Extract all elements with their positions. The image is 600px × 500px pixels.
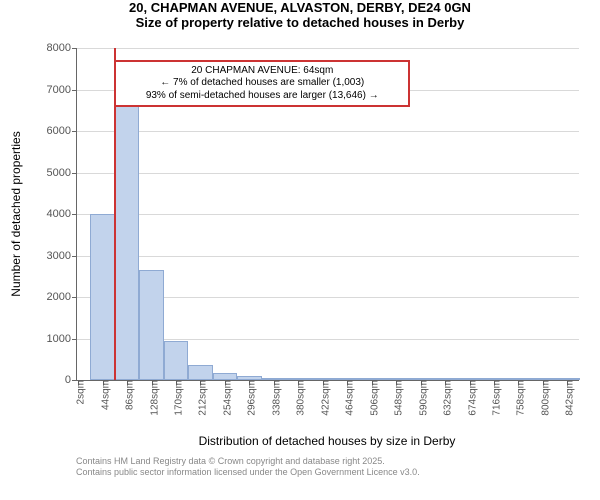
xtick-label: 212sqm	[192, 380, 209, 416]
xtick-label: 254sqm	[216, 380, 233, 416]
xtick-label: 86sqm	[119, 380, 136, 410]
ytick-label: 5000	[47, 167, 77, 179]
chart-title-line2: Size of property relative to detached ho…	[0, 15, 600, 30]
histogram-bar	[139, 270, 163, 380]
histogram-bar	[90, 214, 114, 380]
y-axis-label: Number of detached properties	[9, 131, 23, 296]
histogram-bar	[213, 373, 237, 380]
attribution-line1: Contains HM Land Registry data © Crown c…	[76, 456, 420, 467]
attribution-text: Contains HM Land Registry data © Crown c…	[76, 456, 420, 478]
xtick-label: 128sqm	[143, 380, 160, 416]
gridline	[77, 131, 579, 132]
xtick-label: 296sqm	[241, 380, 258, 416]
ytick-label: 1000	[47, 333, 77, 345]
annotation-line: 20 CHAPMAN AVENUE: 64sqm	[122, 65, 402, 78]
histogram-bar	[164, 341, 188, 380]
annotation-line: ← 7% of detached houses are smaller (1,0…	[122, 77, 402, 90]
xtick-label: 842sqm	[559, 380, 576, 416]
x-axis-label: Distribution of detached houses by size …	[76, 434, 578, 448]
xtick-label: 380sqm	[290, 380, 307, 416]
histogram-bar	[188, 365, 212, 380]
xtick-label: 590sqm	[412, 380, 429, 416]
ytick-label: 7000	[47, 84, 77, 96]
ytick-label: 8000	[47, 42, 77, 54]
histogram-bar	[115, 106, 139, 380]
xtick-label: 548sqm	[388, 380, 405, 416]
chart-title-line1: 20, CHAPMAN AVENUE, ALVASTON, DERBY, DE2…	[0, 0, 600, 15]
gridline	[77, 256, 579, 257]
xtick-label: 506sqm	[363, 380, 380, 416]
ytick-label: 4000	[47, 208, 77, 220]
xtick-label: 44sqm	[94, 380, 111, 410]
annotation-line: 93% of semi-detached houses are larger (…	[122, 90, 402, 103]
gridline	[77, 173, 579, 174]
xtick-label: 716sqm	[485, 380, 502, 416]
xtick-label: 2sqm	[70, 380, 87, 404]
gridline	[77, 214, 579, 215]
chart-plot-area: 0100020003000400050006000700080002sqm44s…	[76, 48, 579, 381]
ytick-label: 2000	[47, 291, 77, 303]
xtick-label: 464sqm	[339, 380, 356, 416]
xtick-label: 674sqm	[461, 380, 478, 416]
xtick-label: 422sqm	[314, 380, 331, 416]
ytick-label: 6000	[47, 125, 77, 137]
attribution-line2: Contains public sector information licen…	[76, 467, 420, 478]
xtick-label: 800sqm	[534, 380, 551, 416]
xtick-label: 758sqm	[510, 380, 527, 416]
xtick-label: 632sqm	[437, 380, 454, 416]
ytick-label: 3000	[47, 250, 77, 262]
gridline	[77, 48, 579, 49]
xtick-label: 170sqm	[168, 380, 185, 416]
annotation-box: 20 CHAPMAN AVENUE: 64sqm← 7% of detached…	[114, 60, 410, 108]
xtick-label: 338sqm	[265, 380, 282, 416]
